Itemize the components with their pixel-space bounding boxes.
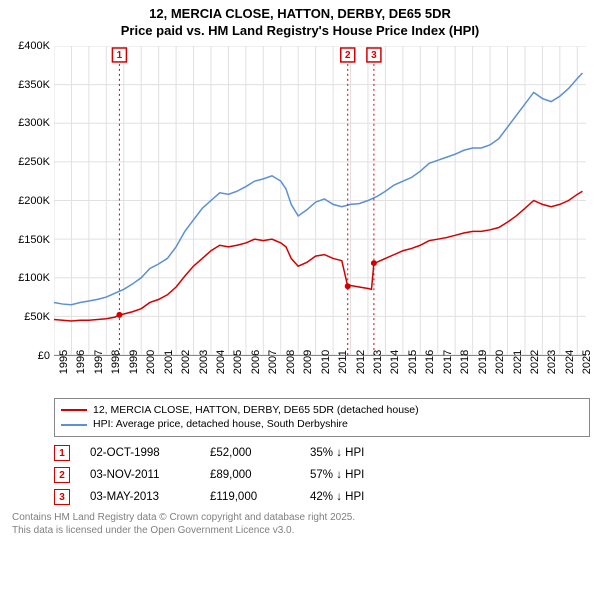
title-subtitle: Price paid vs. HM Land Registry's House …	[0, 23, 600, 40]
marker-num-3: 3	[371, 50, 377, 61]
x-tick-label: 1997	[93, 350, 105, 374]
x-tick-label: 2006	[250, 350, 262, 374]
sales-row: 3 03-MAY-2013 £119,000 42% ↓ HPI	[54, 489, 590, 505]
sales-table: 1 02-OCT-1998 £52,000 35% ↓ HPI 2 03-NOV-2011…	[54, 445, 590, 505]
sales-price: £119,000	[210, 491, 290, 503]
sales-price: £89,000	[210, 469, 290, 481]
x-tick-label: 2007	[267, 350, 279, 374]
legend-label: 12, MERCIA CLOSE, HATTON, DERBY, DE65 5D…	[93, 403, 419, 418]
x-tick-label: 2008	[285, 350, 297, 374]
x-tick-label: 1999	[128, 350, 140, 374]
y-tick-label: £250K	[10, 156, 50, 168]
sales-delta: 57% ↓ HPI	[310, 469, 410, 481]
x-tick-label: 2009	[302, 350, 314, 374]
marker-point-2	[345, 283, 351, 289]
x-tick-label: 2012	[355, 350, 367, 374]
sales-date: 02-OCT-1998	[90, 447, 190, 459]
sales-date: 03-NOV-2011	[90, 469, 190, 481]
sales-row: 2 03-NOV-2011 £89,000 57% ↓ HPI	[54, 467, 590, 483]
x-tick-label: 2005	[232, 350, 244, 374]
x-tick-label: 2020	[494, 350, 506, 374]
x-tick-label: 2018	[459, 350, 471, 374]
footer-line1: Contains HM Land Registry data © Crown c…	[12, 511, 590, 524]
x-tick-label: 1995	[58, 350, 70, 374]
legend-row: 12, MERCIA CLOSE, HATTON, DERBY, DE65 5D…	[61, 403, 583, 418]
x-tick-label: 2014	[389, 350, 401, 374]
legend-label: HPI: Average price, detached house, Sout…	[93, 417, 348, 432]
x-tick-label: 2021	[512, 350, 524, 374]
x-tick-label: 2022	[529, 350, 541, 374]
chart-area: £0£50K£100K£150K£200K£250K£300K£350K£400…	[10, 46, 590, 396]
legend-row: HPI: Average price, detached house, Sout…	[61, 417, 583, 432]
sales-delta: 42% ↓ HPI	[310, 491, 410, 503]
title-address: 12, MERCIA CLOSE, HATTON, DERBY, DE65 5D…	[0, 6, 600, 23]
y-tick-label: £0	[10, 350, 50, 362]
y-tick-label: £150K	[10, 234, 50, 246]
x-tick-label: 2003	[198, 350, 210, 374]
y-tick-label: £100K	[10, 272, 50, 284]
series-hpi	[54, 73, 583, 305]
plot-area: 1 2 3	[54, 46, 586, 356]
x-tick-label: 2023	[546, 350, 558, 374]
x-tick-label: 1998	[110, 350, 122, 374]
marker-num-2: 2	[345, 50, 351, 61]
x-tick-label: 2025	[581, 350, 593, 374]
y-tick-label: £200K	[10, 195, 50, 207]
x-tick-label: 2011	[337, 350, 349, 374]
legend-swatch	[61, 424, 87, 426]
sales-delta: 35% ↓ HPI	[310, 447, 410, 459]
marker-point-1	[116, 312, 122, 318]
x-tick-label: 2015	[407, 350, 419, 374]
y-tick-label: £350K	[10, 79, 50, 91]
y-tick-label: £400K	[10, 40, 50, 52]
legend: 12, MERCIA CLOSE, HATTON, DERBY, DE65 5D…	[54, 398, 590, 437]
x-tick-label: 2001	[163, 350, 175, 374]
sales-badge: 3	[54, 489, 70, 505]
x-tick-label: 2010	[320, 350, 332, 374]
x-tick-label: 2004	[215, 350, 227, 374]
title-block: 12, MERCIA CLOSE, HATTON, DERBY, DE65 5D…	[0, 0, 600, 42]
legend-swatch	[61, 409, 87, 411]
x-tick-label: 2013	[372, 350, 384, 374]
x-tick-label: 2016	[424, 350, 436, 374]
y-tick-label: £300K	[10, 117, 50, 129]
x-tick-label: 1996	[75, 350, 87, 374]
sales-price: £52,000	[210, 447, 290, 459]
sales-badge: 1	[54, 445, 70, 461]
sales-date: 03-MAY-2013	[90, 491, 190, 503]
x-tick-label: 2019	[477, 350, 489, 374]
marker-num-1: 1	[117, 50, 123, 61]
plot-svg: 1 2 3	[54, 46, 586, 355]
y-tick-label: £50K	[10, 311, 50, 323]
chart-container: 12, MERCIA CLOSE, HATTON, DERBY, DE65 5D…	[0, 0, 600, 537]
sales-badge: 2	[54, 467, 70, 483]
series-price_paid	[54, 191, 583, 321]
x-tick-label: 2024	[564, 350, 576, 374]
footer-line2: This data is licensed under the Open Gov…	[12, 524, 590, 537]
marker-point-3	[371, 260, 377, 266]
x-tick-label: 2017	[442, 350, 454, 374]
x-tick-label: 2002	[180, 350, 192, 374]
x-tick-label: 2000	[145, 350, 157, 374]
footer-attribution: Contains HM Land Registry data © Crown c…	[12, 511, 590, 537]
sales-row: 1 02-OCT-1998 £52,000 35% ↓ HPI	[54, 445, 590, 461]
